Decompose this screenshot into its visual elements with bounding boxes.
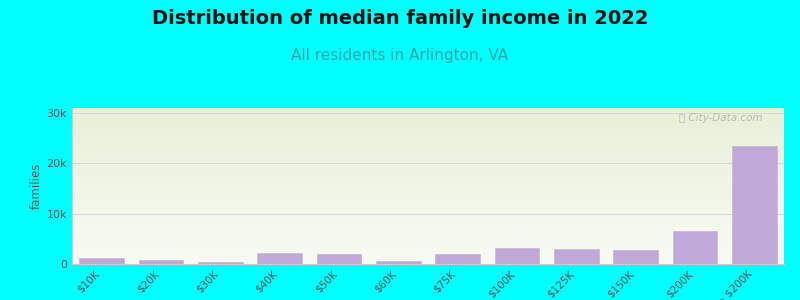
Text: Ⓢ City-Data.com: Ⓢ City-Data.com xyxy=(679,113,762,123)
Bar xyxy=(554,249,598,264)
Bar xyxy=(673,231,718,264)
Bar xyxy=(732,146,777,264)
Bar xyxy=(435,254,480,264)
Bar xyxy=(614,250,658,264)
Bar xyxy=(317,254,362,264)
Y-axis label: families: families xyxy=(30,163,42,209)
Text: All residents in Arlington, VA: All residents in Arlington, VA xyxy=(291,48,509,63)
Bar xyxy=(258,253,302,264)
Bar xyxy=(138,260,183,264)
Bar xyxy=(376,261,421,264)
Bar xyxy=(198,262,242,264)
Bar xyxy=(79,258,124,264)
Text: Distribution of median family income in 2022: Distribution of median family income in … xyxy=(152,9,648,28)
Bar xyxy=(494,248,539,264)
